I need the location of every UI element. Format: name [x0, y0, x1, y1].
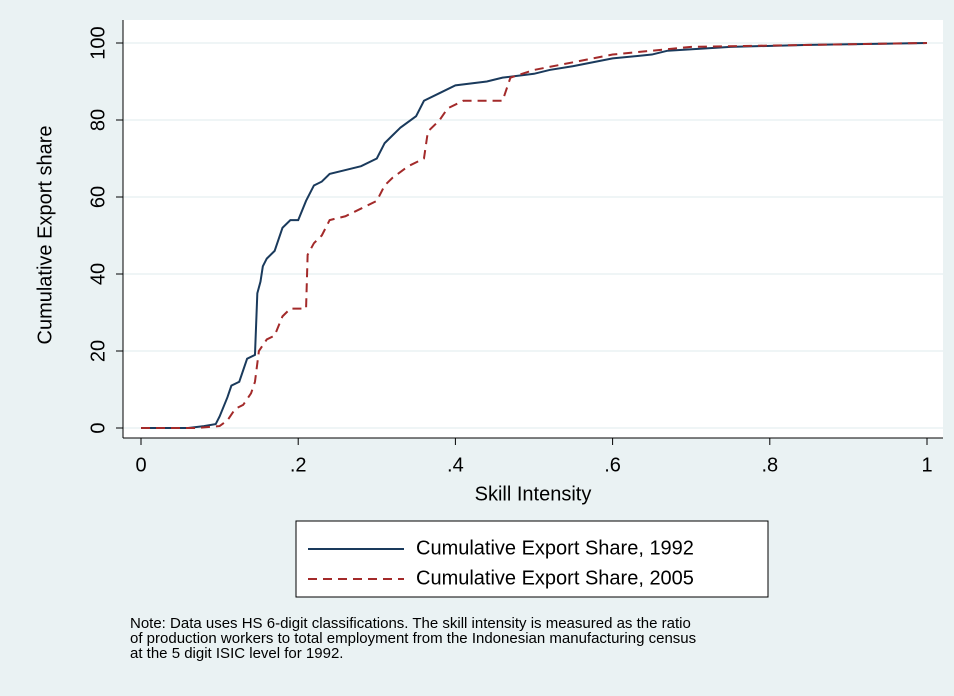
series-line	[141, 42, 928, 429]
y-tick-label: 80	[87, 109, 109, 131]
x-axis-title: Skill Intensity	[475, 483, 592, 505]
x-tick-label: .6	[604, 454, 621, 476]
plot-area	[123, 20, 943, 438]
legend-label: Cumulative Export Share, 2005	[416, 567, 694, 589]
legend	[295, 520, 769, 598]
series-line	[141, 42, 928, 429]
y-tick-label: 60	[87, 186, 109, 208]
x-tick-label: 0	[135, 454, 146, 476]
y-tick-label: 100	[87, 26, 109, 59]
legend-label: Cumulative Export Share, 1992	[416, 537, 694, 559]
y-tick-label: 20	[87, 340, 109, 362]
y-axis-title: Cumulative Export share	[34, 126, 56, 345]
y-tick-label: 0	[87, 422, 109, 433]
note: at the 5 digit ISIC level for 1992.	[130, 645, 343, 662]
y-tick-label: 40	[87, 263, 109, 285]
x-tick-label: .2	[290, 454, 307, 476]
note: of production workers to total employmen…	[130, 630, 696, 647]
note: Note: Data uses HS 6-digit classificatio…	[130, 615, 691, 632]
x-tick-label: .4	[447, 454, 464, 476]
x-tick-label: 1	[921, 454, 932, 476]
x-tick-label: .8	[761, 454, 778, 476]
